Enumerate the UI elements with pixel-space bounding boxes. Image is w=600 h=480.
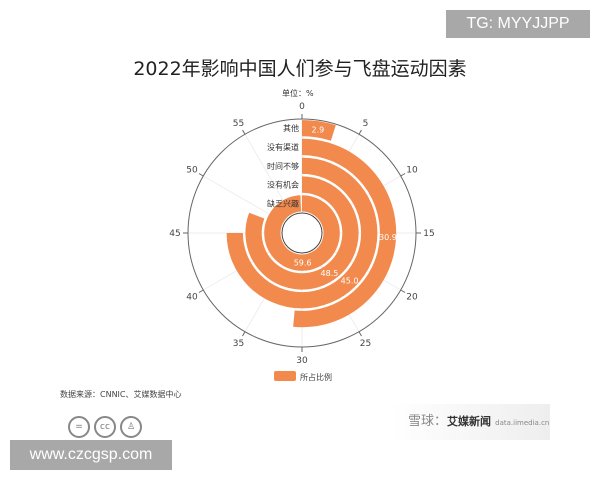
angle-tick-label: 55 (233, 119, 244, 129)
angle-tick-label: 15 (423, 229, 434, 239)
angle-tick-label: 35 (233, 339, 244, 349)
watermark-url: data.iimedia.cn (495, 419, 550, 427)
bar-value-label: 48.5 (321, 269, 339, 278)
category-label: 其他 (283, 123, 299, 133)
bar-其他 (302, 120, 336, 141)
angle-tick-label: 10 (406, 166, 418, 176)
tick-mark (358, 129, 362, 135)
unit-label: 单位：% (282, 89, 314, 98)
category-label: 没有渠道 (267, 142, 299, 152)
watermark-brand: 艾媒新闻 (447, 415, 492, 428)
tick-mark (198, 173, 204, 177)
angle-tick-label: 45 (169, 229, 180, 239)
tick-mark (400, 173, 406, 177)
tick-mark (242, 129, 246, 135)
nd-icon: = (68, 416, 90, 438)
site-watermark: www.czcgsp.com (10, 440, 172, 470)
tick-mark (400, 289, 406, 293)
tick-mark (198, 289, 204, 293)
chart-title: 2022年影响中国人们参与飞盘运动因素 (133, 58, 467, 80)
category-label: 时间不够 (267, 161, 299, 171)
bar-value-label: 30.9 (379, 233, 397, 242)
angle-tick-label: 40 (186, 293, 198, 303)
angle-tick-label: 20 (406, 293, 418, 303)
bar-没有渠道 (293, 138, 397, 328)
angle-tick-label: 0 (299, 102, 305, 112)
inner-circle (281, 212, 323, 254)
angle-tick-label: 30 (296, 356, 308, 366)
outer-axis-circle (187, 118, 417, 348)
angle-tick-label: 50 (186, 166, 198, 176)
legend-swatch (274, 371, 296, 381)
cc-icon: cc (94, 416, 116, 438)
bar-value-label: 59.6 (294, 259, 312, 268)
bar-value-label: 2.9 (311, 125, 324, 134)
bar-value-label: 45.0 (341, 277, 359, 286)
by-icon: ♙ (120, 416, 142, 438)
angle-tick-label: 25 (360, 339, 371, 349)
tick-mark (358, 331, 362, 337)
xueqiu-watermark: 雪球：艾媒新闻 data.iimedia.cn (390, 404, 550, 440)
angle-tick-label: 5 (363, 119, 369, 129)
category-label: 没有机会 (267, 180, 299, 190)
category-label: 缺乏兴趣 (267, 198, 299, 208)
watermark-text: 雪球： (408, 414, 448, 429)
top-watermark: TG: MYYJJPP (446, 10, 590, 38)
legend-label: 所占比例 (300, 372, 332, 382)
bar-缺乏兴趣 (264, 195, 340, 271)
tick-mark (242, 331, 246, 337)
data-source: 数据来源：CNNIC、艾媒数据中心 (60, 390, 182, 399)
